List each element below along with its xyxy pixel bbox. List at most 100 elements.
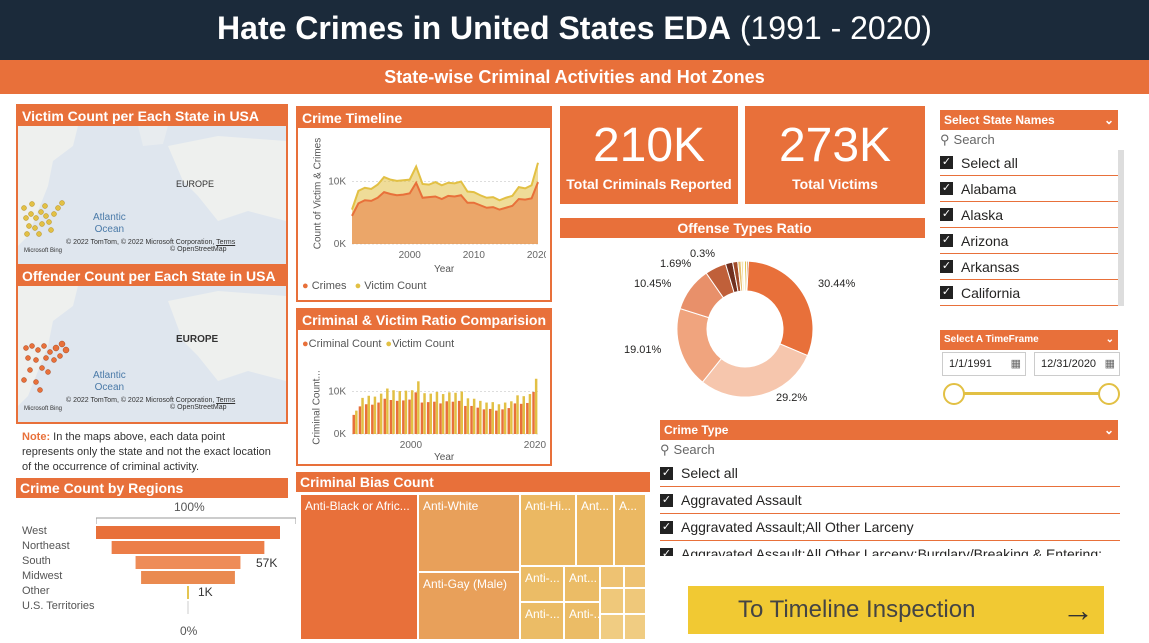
map-terms-link[interactable]: Terms (216, 239, 236, 246)
timeline-inspection-button[interactable]: To Timeline Inspection → (688, 586, 1104, 634)
crime-type-item[interactable]: ✓ Aggravated Assault (660, 487, 1120, 514)
state-item[interactable]: ✓ Alaska (940, 202, 1118, 228)
map-note: Note: In the maps above, each data point… (22, 430, 272, 475)
legend-crimes-dot: ● (302, 280, 309, 292)
bar (377, 402, 380, 434)
bias-cell-small-5[interactable] (600, 614, 624, 640)
checkbox-icon[interactable]: ✓ (940, 182, 953, 195)
offense-label-6: 0.3% (690, 248, 716, 260)
bias-cell-small-6[interactable] (624, 614, 646, 640)
map-terms-link-2[interactable]: Terms (216, 397, 236, 404)
region-bar (187, 586, 189, 599)
bias-cell-7[interactable]: Ant... (564, 566, 600, 602)
offender-map[interactable]: EUROPE Atlantic Ocean Microsoft Bing © 20… (18, 286, 286, 422)
checkbox-icon[interactable]: ✓ (660, 547, 673, 556)
ratio-xlabel: Year (434, 452, 455, 463)
bias-title: Criminal Bias Count (296, 472, 650, 492)
bar (457, 400, 461, 434)
bias-cell-hispanic[interactable]: Anti-Hi... (520, 494, 576, 566)
region-chart-panel: Crime Count by Regions 100% West Northeas… (16, 478, 296, 640)
europe-label-2: EUROPE (176, 334, 219, 345)
state-item[interactable]: ✓ Alabama (940, 176, 1118, 202)
donut-slice (745, 260, 749, 292)
bar (373, 396, 377, 434)
region-bar (111, 541, 265, 554)
state-item[interactable]: ✓ Arizona (940, 228, 1118, 254)
bar (491, 402, 494, 434)
region-bar (135, 556, 241, 569)
checkbox-icon[interactable]: ✓ (940, 260, 953, 273)
section-subtitle: State-wise Criminal Activities and Hot Z… (0, 60, 1149, 94)
victim-map[interactable]: EUROPE Atlantic Ocean Microsoft Bing © 20… (18, 126, 286, 264)
crime-type-item[interactable]: ✓ Aggravated Assault;All Other Larceny (660, 514, 1120, 541)
bias-cell-black[interactable]: Anti-Black or Afric... (300, 494, 418, 640)
bar (383, 398, 386, 434)
bar (410, 390, 414, 434)
chevron-down-icon[interactable]: ⌄ (1103, 113, 1114, 127)
offense-label-4: 10.45% (634, 278, 672, 290)
bias-cell-9[interactable]: Anti-... (564, 602, 600, 640)
ocean-label: Atlantic Ocean (93, 212, 126, 236)
bar (355, 410, 358, 434)
crime-type-item[interactable]: ✓ Select all (660, 460, 1120, 487)
crime-type-search[interactable]: ⚲ Search (660, 440, 1120, 460)
bar (386, 388, 389, 434)
date-end-field[interactable]: 12/31/2020 ▦ (1034, 352, 1120, 376)
ocean-label-line1: Atlantic (93, 212, 126, 223)
date-start-field[interactable]: 1/1/1991 ▦ (942, 352, 1026, 376)
bias-treemap[interactable]: Anti-Black or Afric... Anti-White Anti-G… (300, 494, 646, 640)
bias-cell-small-1[interactable] (600, 566, 624, 588)
bias-cell-8[interactable]: Anti-... (520, 602, 564, 640)
state-item[interactable]: ✓ California (940, 280, 1118, 306)
bias-cell-white[interactable]: Anti-White (418, 494, 520, 572)
date-slider-start-handle[interactable] (943, 383, 965, 405)
crime-timeline-chart[interactable]: 0K 10K 2000 2010 2020 (316, 134, 546, 264)
area-series (352, 182, 538, 244)
bias-cell-gay-male[interactable]: Anti-Gay (Male) (418, 572, 520, 640)
bar (526, 402, 529, 434)
y-tick: 10K (328, 177, 346, 188)
chevron-down-icon-3[interactable]: ⌄ (1103, 423, 1114, 437)
bar (485, 402, 488, 434)
y-tick: 10K (328, 387, 346, 398)
bias-cell-small-4[interactable] (624, 588, 646, 614)
ocean-label-2-line2: Ocean (94, 382, 125, 393)
bias-cell-3[interactable]: Ant... (576, 494, 614, 566)
calendar-icon: ▦ (1010, 358, 1021, 370)
note-text: In the maps above, each data point repre… (22, 431, 271, 473)
timeline-xlabel: Year (434, 264, 455, 275)
state-item[interactable]: ✓ Select all (940, 150, 1118, 176)
ratio-chart[interactable]: 0K 10K 2000 2020 (316, 356, 546, 456)
offense-label-1: 30.44% (818, 278, 856, 290)
bar (516, 395, 519, 434)
bias-cell-6[interactable]: Anti-... (520, 566, 564, 602)
bias-cell-4[interactable]: A... (614, 494, 646, 566)
state-search[interactable]: ⚲ Search (940, 130, 1126, 150)
series-line (351, 162, 539, 210)
crime-type-item[interactable]: ✓ Aggravated Assault;All Other Larceny;Bu… (660, 541, 1120, 556)
bias-cell-small-2[interactable] (624, 566, 646, 588)
timeframe-title: Select A TimeFrame ⌄ (940, 330, 1118, 350)
region-funnel[interactable] (16, 522, 288, 622)
checkbox-icon[interactable]: ✓ (940, 156, 953, 169)
bias-cell-small-3[interactable] (600, 588, 624, 614)
region-1k-label: 1K (198, 585, 213, 599)
crime-type-item-label: Aggravated Assault;All Other Larceny;Bur… (681, 546, 1102, 556)
checkbox-icon[interactable]: ✓ (660, 520, 673, 534)
timeframe-title-text: Select A TimeFrame (944, 334, 1039, 345)
state-item[interactable]: ✓ Arkansas (940, 254, 1118, 280)
date-slider-end-handle[interactable] (1098, 383, 1120, 405)
checkbox-icon[interactable]: ✓ (940, 286, 953, 299)
chevron-down-icon-2[interactable]: ⌄ (1105, 334, 1114, 345)
offense-donut[interactable] (670, 254, 820, 404)
date-slider-track[interactable] (952, 392, 1108, 395)
date-end-value: 12/31/2020 (1041, 358, 1097, 370)
checkbox-icon[interactable]: ✓ (940, 208, 953, 221)
bar (404, 390, 408, 434)
crime-type-title-text: Crime Type (664, 423, 729, 437)
checkbox-icon[interactable]: ✓ (660, 493, 673, 507)
checkbox-icon[interactable]: ✓ (660, 466, 673, 480)
state-item-label: Arkansas (961, 258, 1020, 275)
bar (379, 393, 383, 434)
checkbox-icon[interactable]: ✓ (940, 234, 953, 247)
